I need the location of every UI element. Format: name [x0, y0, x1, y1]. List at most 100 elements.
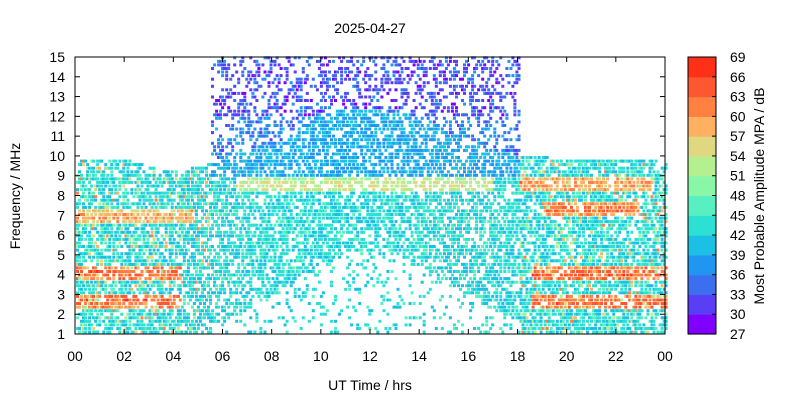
heatmap-cell — [196, 316, 200, 320]
heatmap-cell — [255, 152, 259, 156]
heatmap-cell — [396, 166, 400, 170]
heatmap-cell — [319, 248, 323, 252]
heatmap-cell — [146, 173, 150, 177]
heatmap-cell — [152, 173, 156, 177]
heatmap-cell — [231, 113, 235, 117]
heatmap-cell — [285, 152, 289, 156]
heatmap-cell — [281, 173, 285, 177]
heatmap-cell — [128, 298, 132, 302]
heatmap-cell — [390, 163, 394, 167]
heatmap-cell — [233, 205, 237, 209]
heatmap-cell — [100, 209, 104, 213]
heatmap-cell — [332, 173, 335, 177]
heatmap-cell — [150, 223, 154, 227]
heatmap-cell — [84, 277, 87, 281]
heatmap-cell — [88, 223, 92, 227]
heatmap-cell — [158, 216, 162, 220]
heatmap-cell — [301, 209, 305, 213]
heatmap-cell — [94, 252, 98, 256]
heatmap-cell — [235, 280, 239, 284]
heatmap-cell — [384, 120, 388, 124]
heatmap-cell — [207, 191, 210, 195]
heatmap-cell — [311, 316, 315, 320]
heatmap-cell — [134, 316, 138, 320]
heatmap-cell — [267, 220, 271, 224]
heatmap-cell — [182, 202, 186, 206]
heatmap-cell — [261, 262, 265, 266]
heatmap-cell — [386, 166, 390, 170]
heatmap-cell — [392, 113, 396, 117]
heatmap-cell — [362, 56, 366, 60]
heatmap-cell — [319, 323, 323, 327]
heatmap-cell — [398, 81, 402, 85]
heatmap-cell — [235, 152, 239, 156]
heatmap-cell — [323, 156, 327, 159]
heatmap-cell — [223, 188, 227, 192]
heatmap-cell — [277, 216, 281, 220]
heatmap-cell — [285, 330, 289, 334]
heatmap-cell — [84, 252, 87, 256]
heatmap-cell — [378, 209, 382, 213]
heatmap-cell — [80, 294, 83, 298]
heatmap-cell — [235, 141, 239, 145]
heatmap-cell — [319, 63, 323, 67]
heatmap-cell — [334, 145, 337, 149]
heatmap-cell — [247, 127, 251, 131]
heatmap-cell — [241, 277, 245, 281]
heatmap-cell — [356, 216, 360, 220]
heatmap-cell — [313, 209, 317, 213]
heatmap-cell — [305, 106, 309, 110]
heatmap-cell — [348, 188, 352, 192]
heatmap-cell — [150, 227, 154, 231]
heatmap-cell — [126, 227, 130, 231]
heatmap-cell — [390, 131, 394, 135]
heatmap-cell — [76, 245, 79, 248]
heatmap-cell — [315, 241, 319, 245]
heatmap-cell — [130, 266, 134, 270]
heatmap-cell — [233, 209, 237, 213]
heatmap-cell — [309, 131, 313, 135]
heatmap-cell — [203, 202, 206, 206]
heatmap-cell — [285, 230, 289, 234]
heatmap-cell — [330, 230, 333, 234]
heatmap-cell — [100, 309, 104, 313]
heatmap-cell — [366, 116, 370, 120]
heatmap-cell — [259, 291, 263, 295]
heatmap-cell — [156, 202, 160, 206]
heatmap-cell — [156, 330, 160, 334]
heatmap-cell — [82, 227, 85, 231]
heatmap-cell — [257, 84, 261, 88]
heatmap-cell — [275, 124, 279, 127]
heatmap-cell — [261, 109, 265, 113]
heatmap-cell — [102, 220, 106, 224]
heatmap-cell — [100, 223, 104, 227]
heatmap-cell — [285, 273, 289, 277]
heatmap-cell — [205, 173, 208, 177]
heatmap-cell — [350, 170, 354, 174]
heatmap-cell — [102, 305, 106, 309]
heatmap-cell — [370, 152, 374, 156]
heatmap-cell — [394, 141, 398, 145]
heatmap-cell — [150, 309, 154, 313]
heatmap-cell — [116, 237, 120, 241]
heatmap-cell — [96, 180, 100, 184]
heatmap-cell — [146, 213, 150, 216]
heatmap-cell — [309, 255, 313, 259]
heatmap-cell — [152, 319, 156, 323]
heatmap-cell — [84, 205, 87, 209]
heatmap-cell — [384, 213, 388, 216]
heatmap-cell — [340, 177, 344, 181]
heatmap-cell — [219, 241, 223, 245]
heatmap-cell — [249, 134, 253, 138]
heatmap-cell — [190, 287, 194, 291]
heatmap-cell — [330, 280, 333, 284]
heatmap-cell — [164, 245, 168, 248]
heatmap-cell — [251, 248, 255, 252]
heatmap-cell — [178, 309, 182, 313]
heatmap-cell — [350, 116, 354, 120]
heatmap-cell — [253, 245, 257, 248]
heatmap-cell — [394, 277, 398, 281]
heatmap-cell — [281, 156, 285, 159]
heatmap-cell — [251, 95, 255, 99]
heatmap-cell — [194, 223, 198, 227]
